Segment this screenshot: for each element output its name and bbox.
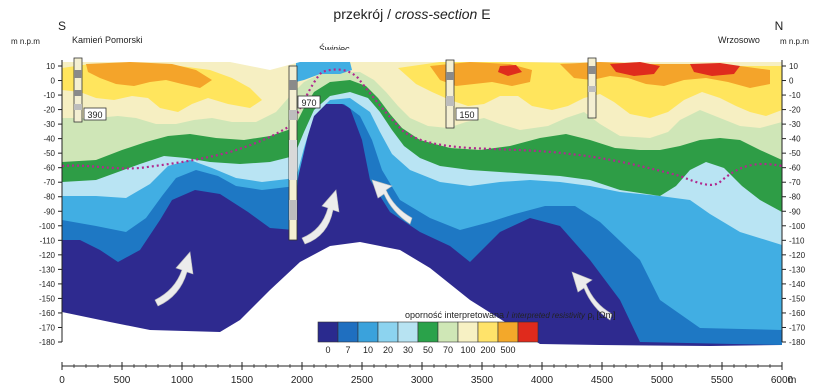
left-tick-label: -70 (43, 178, 55, 187)
legend-swatches (318, 322, 538, 342)
bottom-axis-ticks: 0 500 1000 1500 2000 2500 3000 3500 4000 4500 5000… (59, 362, 793, 385)
legend-value-label: 500 (500, 345, 515, 355)
right-tick-label: -150 (789, 294, 806, 303)
right-tick-label: -140 (789, 280, 806, 289)
bottom-tick-label: 4000 (531, 375, 554, 385)
legend-value-label: 200 (480, 345, 495, 355)
legend-title-italic: interpreted resistivity (512, 311, 586, 320)
left-tick-label: -90 (43, 207, 55, 216)
bottom-tick-label: 2000 (291, 375, 314, 385)
right-tick-label: -180 (789, 338, 806, 347)
legend-swatch (358, 322, 378, 342)
right-tick-label: -170 (789, 323, 806, 332)
left-tick-label: -130 (39, 265, 56, 274)
right-tick-label: -120 (789, 251, 806, 260)
figure-title: przekrój / cross-section E (333, 6, 490, 22)
bottom-tick-label: 1000 (171, 375, 194, 385)
legend-value-label: 30 (403, 345, 413, 355)
left-tick-label: -40 (43, 135, 55, 144)
orientation-right: N (775, 19, 784, 33)
legend-value-label: 20 (383, 345, 393, 355)
right-tick-label: -60 (789, 164, 801, 173)
right-tick-label: -10 (789, 91, 801, 100)
legend-value-label: 100 (460, 345, 475, 355)
right-tick-label: -90 (789, 207, 801, 216)
left-tick-label: -110 (40, 236, 56, 245)
legend-swatch (318, 322, 338, 342)
right-axis-ticks: 10 0 -10 -20 -30 -40 -50 -60 -70 -80 -90 -100 -110 -1… (782, 62, 806, 347)
legend-value-label: 0 (325, 345, 330, 355)
legend-swatch (518, 322, 538, 342)
left-tick-label: -140 (39, 280, 56, 289)
bottom-tick-label: 5000 (651, 375, 674, 385)
right-tick-label: -40 (789, 135, 801, 144)
right-tick-label: -70 (789, 178, 801, 187)
left-tick-label: -160 (39, 309, 56, 318)
place-right-label: Wrzosowo (718, 35, 760, 45)
left-tick-label: -80 (43, 193, 55, 202)
bottom-tick-label: 5500 (711, 375, 734, 385)
legend-swatch (398, 322, 418, 342)
legend-value-label: 50 (423, 345, 433, 355)
left-tick-label: -180 (39, 338, 56, 347)
right-tick-label: -110 (789, 236, 805, 245)
left-tick-label: -150 (39, 294, 56, 303)
legend-swatch (498, 322, 518, 342)
left-axis-ticks: 10 0 -10 -20 -30 -40 -50 -60 -70 -80 -90 -100 -110 -1… (39, 62, 62, 347)
bottom-tick-label: 3000 (411, 375, 434, 385)
left-tick-label: -60 (43, 164, 55, 173)
left-tick-label: -120 (39, 251, 56, 260)
right-tick-label: 10 (789, 62, 798, 71)
bottom-tick-label: 2500 (351, 375, 374, 385)
left-tick-label: 10 (46, 62, 55, 71)
legend-swatch (338, 322, 358, 342)
bottom-tick-label: 1500 (231, 375, 254, 385)
place-left-label: Kamień Pomorski (72, 35, 143, 45)
left-tick-label: -100 (39, 222, 56, 231)
right-tick-label: -20 (789, 106, 801, 115)
right-tick-label: -80 (789, 193, 801, 202)
bottom-axis-unit: m (788, 375, 796, 385)
legend-swatch (438, 322, 458, 342)
right-tick-label: -100 (789, 222, 806, 231)
right-tick-label: -50 (789, 149, 801, 158)
borehole-4 (588, 58, 596, 118)
right-tick-label: -130 (789, 265, 806, 274)
left-axis-unit: m n.p.m (11, 37, 40, 46)
title-main: przekrój / (333, 6, 394, 22)
left-tick-label: -30 (43, 120, 55, 129)
borehole-3-depth: 150 (459, 110, 474, 120)
bottom-tick-label: 500 (114, 375, 131, 385)
legend-swatch (458, 322, 478, 342)
legend-swatch (378, 322, 398, 342)
left-tick-label: 0 (51, 77, 56, 86)
borehole-1-depth: 390 (87, 110, 102, 120)
legend-value-label: 10 (363, 345, 373, 355)
left-tick-label: -50 (43, 149, 55, 158)
legend-title-unit: [Ωm] (594, 310, 616, 320)
right-tick-label: -30 (789, 120, 801, 129)
legend-swatch (478, 322, 498, 342)
right-tick-label: -160 (789, 309, 806, 318)
left-tick-label: -10 (43, 91, 55, 100)
legend-title-symbol: ρ (585, 310, 593, 320)
bottom-tick-label: 0 (59, 375, 65, 385)
title-italic: cross-section (395, 6, 478, 22)
legend-value-label: 70 (443, 345, 453, 355)
right-tick-label: 0 (789, 77, 794, 86)
orientation-left: S (58, 19, 66, 33)
bottom-tick-label: 4500 (591, 375, 614, 385)
right-axis-unit: m n.p.m (780, 37, 809, 46)
legend-swatch (418, 322, 438, 342)
bottom-tick-label: 3500 (471, 375, 494, 385)
resistivity-section (60, 50, 784, 346)
borehole-2-depth: 970 (301, 98, 316, 108)
title-letter: E (477, 6, 490, 22)
legend-title-main: oporność interpretowana / (405, 310, 512, 320)
legend-value-label: 7 (345, 345, 350, 355)
legend-labels: 0 7 10 20 30 50 70 100 200 500 (325, 345, 515, 355)
left-tick-label: -170 (39, 323, 56, 332)
left-tick-label: -20 (43, 106, 55, 115)
